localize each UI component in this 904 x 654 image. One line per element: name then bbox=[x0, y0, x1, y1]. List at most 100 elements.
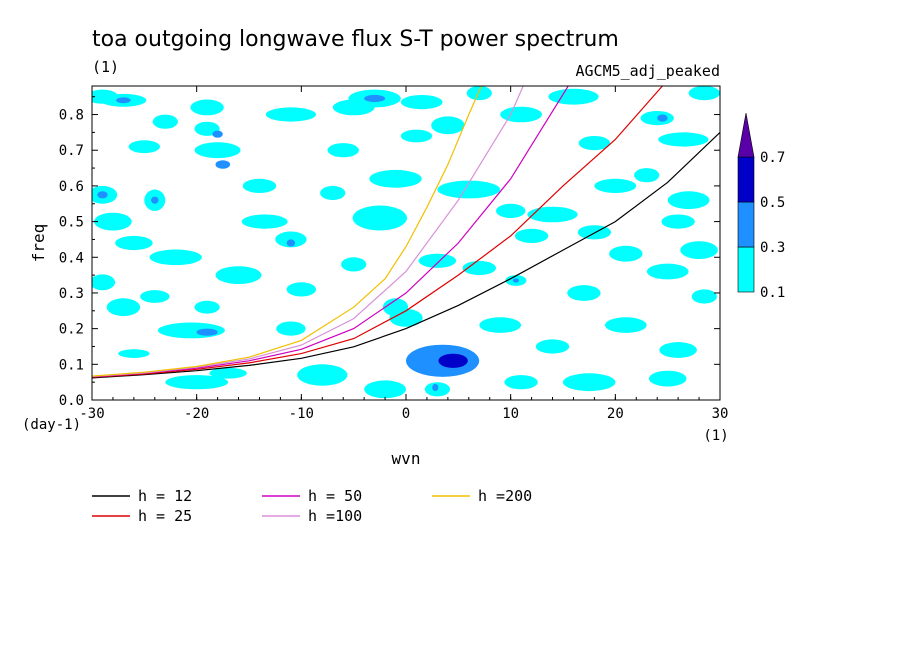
contour-region bbox=[431, 116, 465, 135]
y-tick-label: 0.5 bbox=[59, 215, 84, 231]
colorbar: 0.1 0.3 0.5 0.7 bbox=[737, 112, 785, 301]
x-tick-label: -20 bbox=[184, 406, 209, 422]
contour-region bbox=[118, 349, 150, 358]
legend-label-h12: h = 12 bbox=[138, 487, 192, 505]
contour-region bbox=[194, 300, 220, 314]
legend-label-h25: h = 25 bbox=[138, 507, 192, 525]
contour-region bbox=[128, 140, 160, 154]
contour-region bbox=[688, 86, 720, 101]
legend: h = 12 h = 25 h = 50 h =100 h =200 bbox=[92, 487, 532, 525]
y-tick-label: 0.7 bbox=[59, 143, 84, 159]
y-tick-label: 0.8 bbox=[59, 108, 84, 124]
dispersion-curves bbox=[92, 86, 720, 379]
contour-region bbox=[382, 298, 409, 317]
colorbar-label: 0.1 bbox=[760, 285, 785, 301]
contour-region bbox=[92, 274, 116, 291]
y-axis-units: (day-1) bbox=[22, 417, 81, 433]
legend-label-h50: h = 50 bbox=[308, 487, 362, 505]
contour-region bbox=[432, 383, 439, 392]
x-tick-label: 30 bbox=[712, 406, 729, 422]
contour-region bbox=[196, 328, 218, 336]
x-tick-label: 10 bbox=[502, 406, 519, 422]
contour-region bbox=[512, 278, 520, 283]
contour-region bbox=[165, 375, 229, 390]
contour-region bbox=[567, 285, 601, 301]
x-tick-label: -30 bbox=[79, 406, 104, 422]
x-axis-units: (1) bbox=[703, 428, 728, 444]
contour-region bbox=[466, 86, 492, 101]
chart-title: toa outgoing longwave flux S-T power spe… bbox=[92, 27, 619, 52]
dispersion-curve-h200 bbox=[92, 86, 482, 377]
contour-region bbox=[496, 203, 526, 218]
contour-region bbox=[276, 321, 306, 336]
contour-region bbox=[242, 178, 277, 193]
contour-region bbox=[94, 212, 132, 231]
experiment-label: AGCM5_adj_peaked bbox=[576, 62, 721, 80]
x-axis-label: wvn bbox=[392, 449, 421, 468]
contour-region bbox=[418, 253, 457, 268]
axes: -30 -20 -10 0 10 20 30 0.0 0.1 0.2 0.3 0.4 0.5 0.6 0.7… bbox=[59, 86, 729, 422]
contour-region bbox=[341, 257, 367, 272]
y-axis-label: freq bbox=[29, 224, 48, 263]
contour-region bbox=[364, 94, 386, 103]
contour-region bbox=[152, 114, 178, 129]
contour-region bbox=[116, 97, 131, 104]
colorbar-segment bbox=[737, 156, 755, 203]
contour-region bbox=[327, 143, 359, 158]
contour-region bbox=[115, 235, 153, 251]
contour-region bbox=[648, 370, 687, 387]
colorbar-label: 0.5 bbox=[760, 195, 785, 211]
title-units: (1) bbox=[92, 58, 119, 76]
contour-region bbox=[504, 375, 538, 390]
contour-region bbox=[97, 191, 108, 199]
contour-region bbox=[437, 180, 501, 199]
y-tick-label: 0.2 bbox=[59, 322, 84, 338]
contour-region bbox=[352, 205, 407, 231]
contour-region bbox=[661, 214, 695, 229]
contour-region bbox=[609, 245, 643, 262]
contour-region bbox=[275, 231, 307, 248]
x-tick-label: 0 bbox=[402, 406, 410, 422]
x-tick-label: 20 bbox=[607, 406, 624, 422]
contour-region bbox=[691, 289, 717, 304]
dispersion-curve-h12 bbox=[92, 131, 720, 379]
contour-region bbox=[657, 114, 668, 122]
contour-region bbox=[190, 99, 224, 116]
contour-region bbox=[241, 214, 288, 229]
colorbar-segment bbox=[737, 201, 755, 248]
contour-region bbox=[548, 88, 599, 105]
legend-label-h100: h =100 bbox=[308, 507, 362, 525]
contour-region bbox=[286, 239, 296, 247]
contour-region bbox=[400, 129, 433, 143]
contour-region bbox=[106, 298, 141, 317]
contour-region bbox=[604, 317, 647, 333]
contour-region bbox=[151, 196, 159, 204]
colorbar-label: 0.7 bbox=[760, 150, 785, 166]
y-tick-label: 0.3 bbox=[59, 286, 84, 302]
contour-region bbox=[140, 290, 170, 303]
dispersion-curve-h25 bbox=[92, 86, 663, 378]
colorbar-extend-triangle bbox=[737, 112, 755, 158]
contour-region bbox=[215, 160, 231, 169]
contour-region bbox=[667, 191, 710, 210]
contour-region bbox=[209, 367, 247, 379]
contour-region bbox=[462, 260, 496, 276]
contour-region bbox=[646, 263, 689, 280]
contour-region bbox=[577, 225, 612, 240]
contour-region bbox=[369, 169, 422, 188]
contour-region bbox=[320, 185, 346, 201]
contour-region bbox=[194, 142, 241, 159]
contour-region bbox=[400, 95, 443, 110]
contour-region bbox=[479, 317, 522, 333]
contour-region bbox=[527, 206, 578, 223]
contour-region bbox=[640, 111, 674, 126]
contour-region bbox=[265, 107, 316, 122]
contour-fill-layer bbox=[92, 86, 720, 399]
x-tick-label: -10 bbox=[289, 406, 314, 422]
colorbar-segment bbox=[737, 246, 755, 293]
y-tick-label: 0.0 bbox=[59, 393, 84, 409]
contour-region bbox=[578, 136, 611, 151]
y-tick-label: 0.1 bbox=[59, 357, 84, 373]
contour-region bbox=[680, 241, 718, 259]
